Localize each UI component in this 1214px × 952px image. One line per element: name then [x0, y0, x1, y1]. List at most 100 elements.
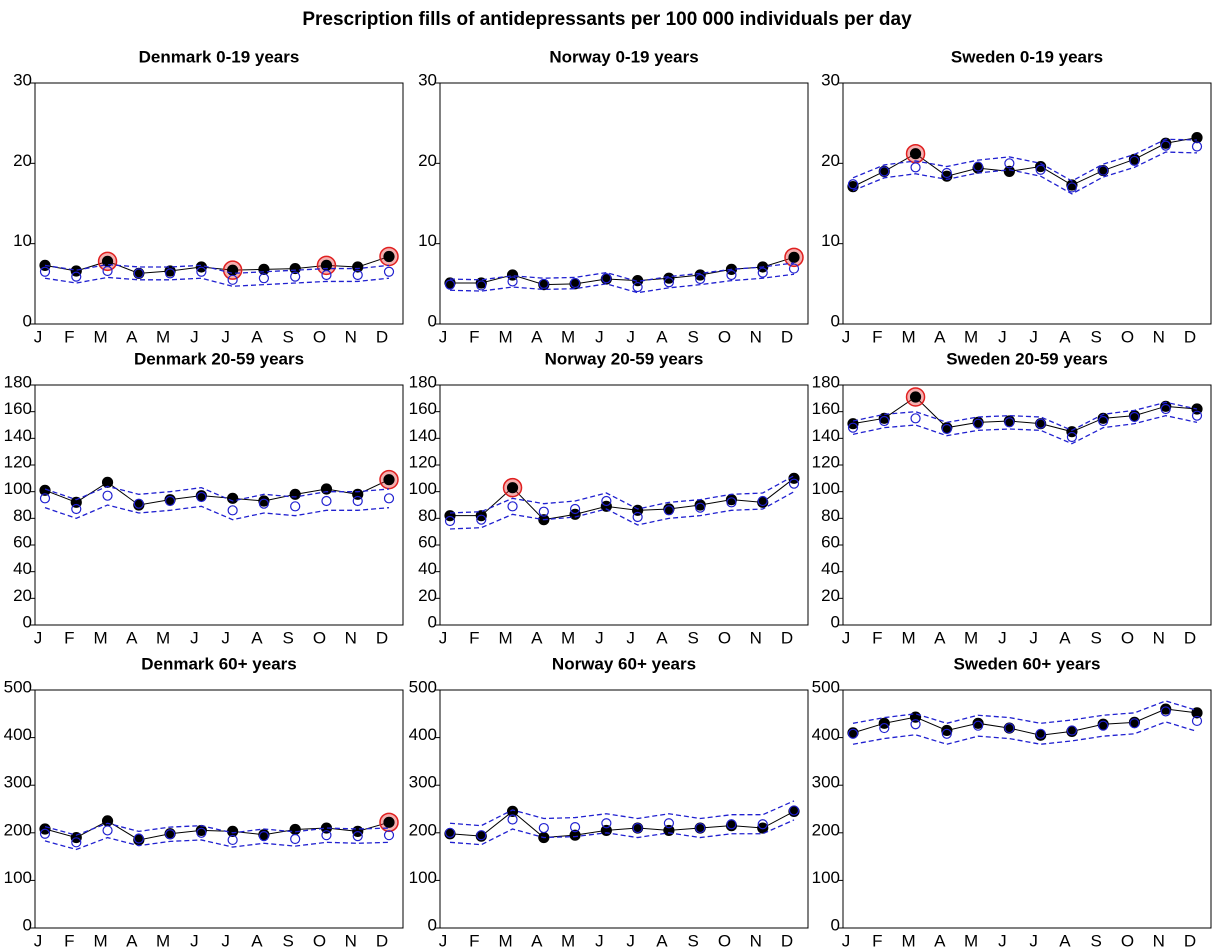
data-point [506, 805, 519, 817]
y-tick-label: 20 [418, 151, 437, 170]
data-point [538, 506, 549, 517]
data-point [726, 819, 737, 830]
x-tick-label: M [498, 628, 512, 647]
data-point [941, 724, 953, 737]
x-tick-label: S [688, 628, 699, 647]
x-tick-label: J [1029, 327, 1038, 346]
x-tick-label: J [998, 628, 1007, 647]
series-line [852, 151, 1198, 195]
y-tick-label: 0 [428, 612, 437, 631]
data-point [1129, 411, 1140, 423]
data-point [258, 495, 270, 507]
x-tick-label: N [750, 628, 762, 647]
data-point [321, 830, 332, 841]
data-point [290, 501, 301, 512]
data-point [601, 818, 612, 829]
series-line [852, 721, 1198, 745]
data-point [601, 495, 612, 507]
y-tick-label: 60 [821, 532, 840, 551]
x-tick-label: J [626, 931, 635, 950]
data-point [788, 805, 800, 816]
y-tick-label: 80 [821, 506, 840, 525]
data-point [1066, 179, 1078, 191]
y-tick-label: 100 [4, 868, 32, 887]
panel-title: Norway 60+ years [552, 654, 696, 673]
data-point [164, 265, 176, 277]
data-point [601, 273, 612, 284]
data-point [71, 837, 82, 848]
data-point [70, 265, 82, 277]
x-tick-label: J [1029, 931, 1038, 950]
data-point [909, 148, 922, 160]
x-tick-label: O [718, 327, 731, 346]
data-point [227, 274, 238, 285]
data-point [289, 488, 301, 500]
x-tick-label: N [345, 628, 357, 647]
y-tick-label: 500 [812, 677, 840, 696]
y-tick-label: 180 [409, 372, 437, 391]
y-tick-label: 30 [418, 70, 437, 89]
panel-title: Denmark 0-19 years [139, 47, 300, 66]
x-tick-label: J [190, 931, 199, 950]
data-point [941, 728, 952, 739]
x-tick-label: J [439, 327, 448, 346]
data-point [102, 490, 113, 501]
series-line [449, 475, 795, 514]
x-tick-label: D [1184, 327, 1196, 346]
series-line [450, 256, 795, 286]
x-tick-label: J [842, 327, 851, 346]
panel-title: Denmark 20-59 years [134, 349, 304, 368]
data-point [663, 277, 675, 288]
x-tick-label: D [781, 931, 793, 950]
series-line [44, 822, 390, 836]
x-tick-label: D [376, 327, 388, 346]
series-line [852, 700, 1198, 724]
data-point [726, 269, 737, 281]
x-tick-label: M [964, 931, 978, 950]
data-point [695, 822, 706, 834]
y-tick-label: 180 [812, 372, 840, 391]
plot-frame [842, 384, 1212, 626]
panel-title: Sweden 0-19 years [951, 47, 1103, 66]
series-line [449, 491, 795, 530]
data-point [352, 495, 363, 507]
x-tick-label: D [781, 327, 793, 346]
x-tick-label: A [934, 628, 946, 647]
x-tick-label: S [283, 327, 294, 346]
y-tick-label: 200 [409, 820, 437, 839]
data-point [164, 268, 176, 279]
y-tick-label: 10 [821, 231, 840, 250]
x-tick-label: J [842, 931, 851, 950]
y-tick-label: 20 [821, 151, 840, 170]
y-tick-label: 40 [13, 559, 32, 578]
y-tick-label: 20 [13, 151, 32, 170]
data-point [475, 277, 487, 289]
data-point [320, 483, 333, 495]
x-tick-label: D [781, 628, 793, 647]
data-point [910, 162, 921, 173]
data-point [788, 263, 800, 274]
data-point [102, 265, 113, 277]
data-point [847, 422, 859, 433]
data-point [757, 822, 769, 834]
x-tick-label: M [156, 327, 170, 346]
y-tick-label: 40 [821, 559, 840, 578]
data-point [383, 493, 395, 504]
data-point [1035, 728, 1046, 739]
data-point [695, 273, 706, 285]
data-point [383, 250, 395, 263]
series-line [44, 256, 390, 274]
x-tick-label: S [688, 931, 699, 950]
y-tick-label: 10 [13, 231, 32, 250]
y-tick-label: 160 [409, 399, 437, 418]
y-tick-label: 200 [4, 820, 32, 839]
x-tick-label: J [595, 931, 604, 950]
data-point [1035, 418, 1046, 429]
data-point [1160, 706, 1171, 717]
data-point [972, 418, 984, 429]
x-tick-label: J [1029, 628, 1038, 647]
x-tick-label: O [718, 628, 731, 647]
x-tick-label: F [872, 628, 882, 647]
data-point [695, 502, 706, 513]
